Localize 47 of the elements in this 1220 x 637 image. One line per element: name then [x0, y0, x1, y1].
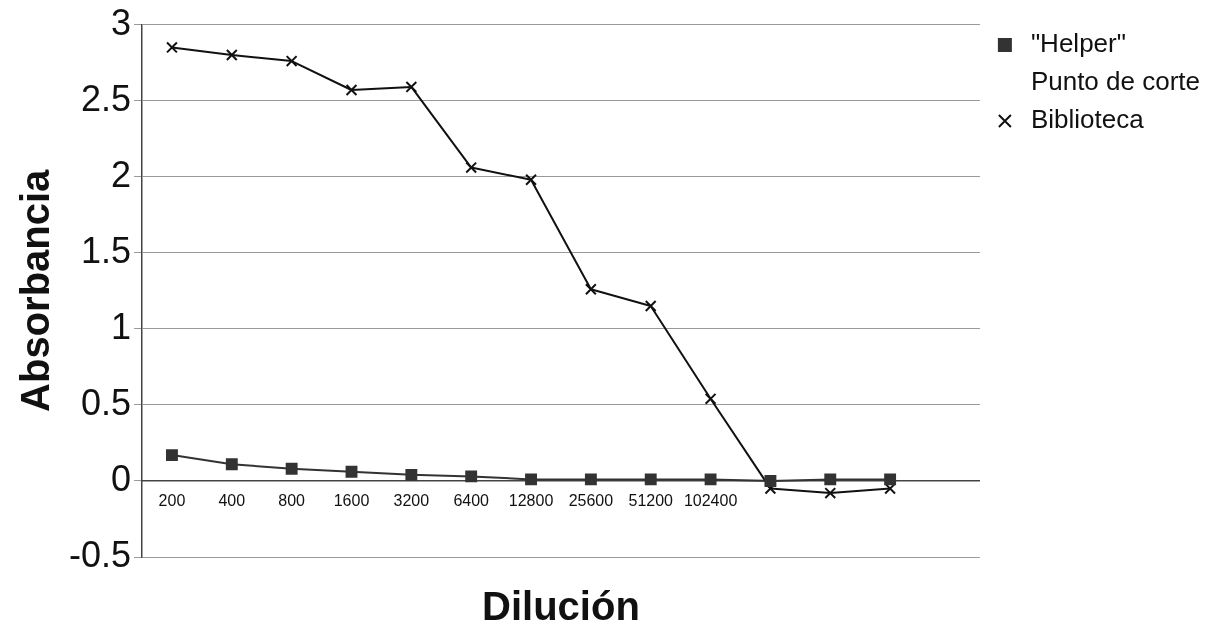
y-tick-label: 2.5	[80, 77, 132, 119]
x-tick-label: 1600	[333, 491, 370, 509]
y-tick-label: 1.5	[80, 229, 132, 271]
point	[166, 449, 178, 462]
y-tick-label: 0	[111, 457, 132, 499]
x-tick-label: 400	[218, 491, 246, 509]
legend-label: Biblioteca	[1030, 104, 1145, 135]
x-tick-label: 6400	[453, 491, 490, 509]
y-axis-title: Absorbancia	[13, 168, 58, 412]
point	[824, 487, 837, 500]
point	[285, 462, 298, 475]
text: Punto de corte	[1030, 66, 1201, 97]
legend-label: "Helper"	[1030, 28, 1126, 59]
point	[764, 474, 777, 487]
y-tick-label: 3	[111, 1, 132, 43]
point	[584, 473, 597, 486]
point	[584, 283, 597, 296]
point	[225, 49, 238, 61]
point	[345, 465, 358, 478]
x-axis-title: Dilución	[482, 584, 640, 629]
x-tick-label: 25600	[568, 491, 614, 509]
point	[465, 470, 478, 483]
point	[644, 473, 657, 486]
point	[704, 473, 717, 486]
point	[704, 392, 717, 405]
y-tick-label: 2	[111, 153, 132, 195]
y-tick-label: 0.5	[80, 381, 132, 423]
point	[884, 473, 897, 486]
x-tick-label: 51200	[628, 491, 674, 509]
y-tick-label: 1	[111, 305, 132, 347]
point	[644, 300, 657, 312]
point	[405, 81, 418, 93]
point	[824, 473, 837, 486]
y-tick-label: -0.5	[68, 533, 132, 575]
point	[465, 161, 478, 174]
point	[225, 458, 238, 471]
point	[345, 84, 358, 96]
point	[285, 55, 298, 68]
x-tick-label: 3200	[393, 491, 430, 509]
point	[166, 41, 178, 54]
x-tick-label: 200	[158, 491, 186, 509]
x-tick-label: 102400	[683, 491, 738, 509]
point	[525, 473, 537, 486]
x-tick-label: 800	[278, 491, 306, 509]
point	[525, 173, 537, 186]
point	[405, 468, 418, 481]
x-tick-label: 12800	[508, 491, 554, 509]
